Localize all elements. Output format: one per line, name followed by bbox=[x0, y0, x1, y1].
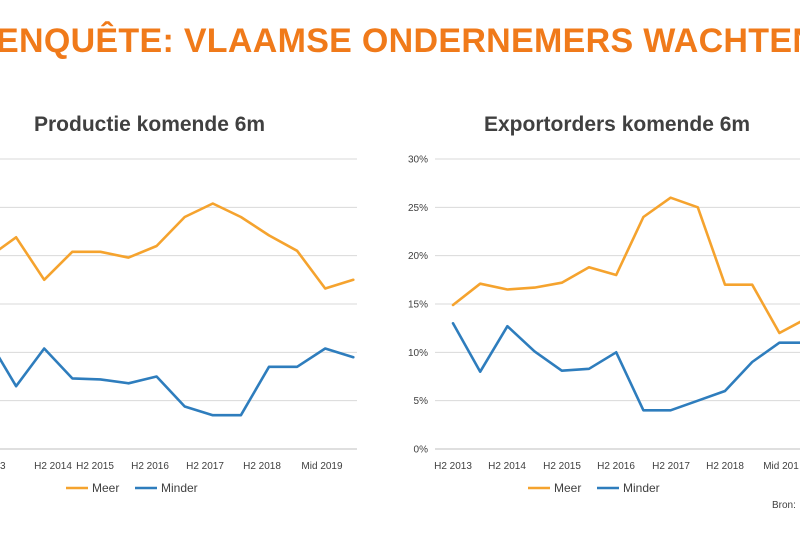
y-tick-label: 15% bbox=[408, 300, 428, 311]
x-tick-label: 3 bbox=[0, 461, 6, 472]
y-tick-label: 0% bbox=[414, 445, 429, 456]
source-label: Bron: bbox=[772, 500, 796, 511]
x-tick-label: H2 2015 bbox=[543, 461, 581, 472]
chart-exportorders: 0% 5% 10% 15% 20% 25% 30% H2 2013 H2 2014 H2 2015… bbox=[408, 155, 800, 495]
series-line-meer bbox=[0, 202, 355, 290]
x-tick-label: H2 2013 bbox=[434, 461, 472, 472]
y-tick-label: 5% bbox=[414, 396, 429, 407]
x-tick-label: H2 2018 bbox=[706, 461, 744, 472]
chart-title-productie: Productie komende 6m bbox=[34, 113, 266, 136]
x-tick-label: H2 2016 bbox=[131, 461, 169, 472]
x-tick-label: H2 2015 bbox=[76, 461, 114, 472]
chart-productie: 3 H2 2014 H2 2015 H2 2016 H2 2017 H2 2018 Mid … bbox=[0, 158, 357, 495]
x-tick-label: H2 2017 bbox=[186, 461, 224, 472]
x-tick-label: H2 2014 bbox=[488, 461, 526, 472]
y-tick-label: 10% bbox=[408, 348, 428, 359]
page-title: ENQUÊTE: VLAAMSE ONDERNEMERS WACHTEN bbox=[0, 22, 800, 60]
y-tick-label: 30% bbox=[408, 155, 428, 166]
x-tick-label: H2 2017 bbox=[652, 461, 690, 472]
legend-label-minder: Minder bbox=[623, 481, 660, 495]
x-tick-label: Mid 201 bbox=[763, 461, 799, 472]
y-tick-label: 25% bbox=[408, 203, 428, 214]
series-line-meer bbox=[451, 196, 800, 335]
x-tick-label: H2 2016 bbox=[597, 461, 635, 472]
y-tick-label: 20% bbox=[408, 251, 428, 262]
legend-label-minder: Minder bbox=[161, 481, 198, 495]
legend-label-meer: Meer bbox=[92, 481, 119, 495]
x-tick-label: Mid 2019 bbox=[301, 461, 343, 472]
chart-title-exportorders: Exportorders komende 6m bbox=[484, 113, 751, 136]
x-tick-label: H2 2018 bbox=[243, 461, 281, 472]
series-line-minder bbox=[451, 321, 800, 412]
series-line-minder bbox=[0, 347, 355, 417]
x-tick-label: H2 2014 bbox=[34, 461, 72, 472]
legend-label-meer: Meer bbox=[554, 481, 581, 495]
